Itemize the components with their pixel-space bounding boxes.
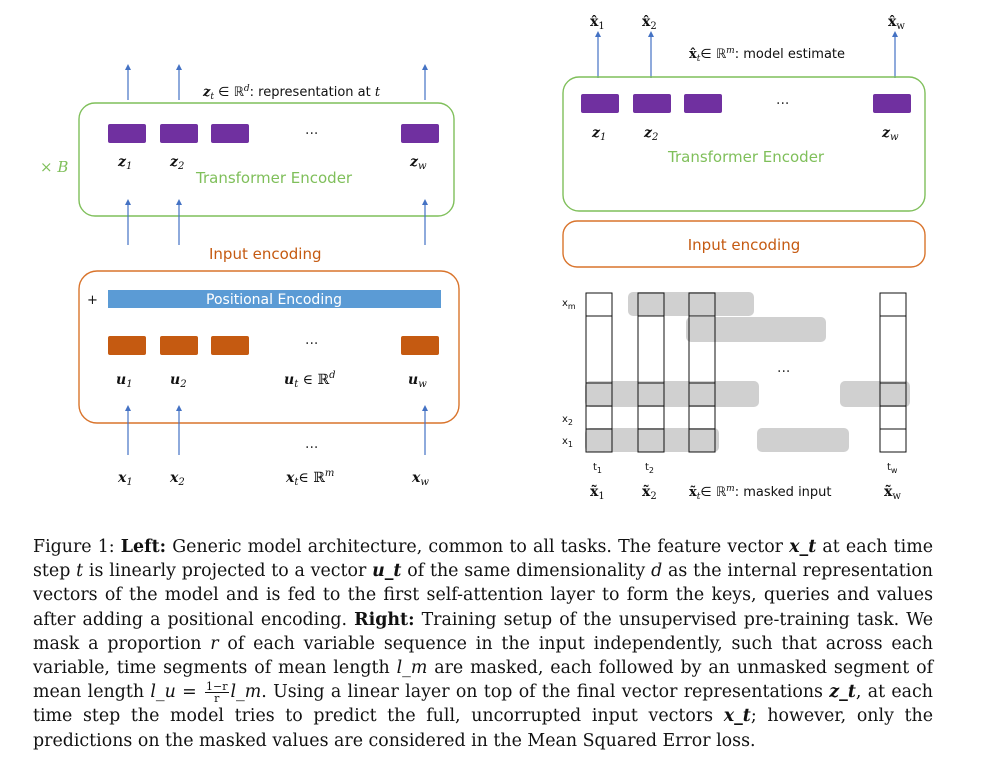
right-z-ellipsis: ··· — [776, 96, 789, 112]
right-panel: x̂1 x̂2 x̂w x̂t∈ ℝm: model estimate ··· … — [562, 14, 926, 502]
left-encoder-input-arrows — [125, 199, 428, 245]
caption-text: ; however, only the predictions on the m… — [33, 706, 933, 751]
positional-encoding-bar — [108, 290, 441, 308]
left-input-box — [78, 270, 460, 424]
left-encoder-box — [78, 102, 455, 217]
caption-math: t — [76, 561, 84, 582]
time-label-t2: t2 — [645, 462, 654, 475]
left-u-block-2 — [160, 336, 198, 355]
fraction-numerator: 1−r — [205, 680, 229, 694]
right-xtildew-label: x̃w — [884, 483, 901, 502]
left-z-block-1 — [108, 124, 146, 143]
caption-math: d — [651, 561, 663, 582]
caption-math: r — [210, 633, 219, 654]
right-xhatw-label: x̂w — [888, 14, 905, 32]
left-xw-label: xw — [411, 470, 429, 488]
positional-encoding-label: Positional Encoding — [206, 292, 342, 308]
caption-math: u_t — [372, 561, 402, 582]
left-x1-label: x1 — [117, 470, 133, 488]
caption-math: l_m — [230, 682, 262, 703]
left-output-arrows — [125, 64, 428, 100]
left-z1-label: z1 — [117, 154, 132, 172]
left-label: Left: — [120, 537, 167, 557]
fraction: 1−r r — [205, 680, 229, 706]
var-label-x2: x2 — [562, 414, 573, 427]
right-label: Right: — [354, 609, 415, 630]
right-input-encoding-label: Input encoding — [688, 236, 801, 254]
left-x-ellipsis: ··· — [305, 440, 318, 456]
right-xtilde2-label: x̃2 — [642, 483, 657, 502]
grid-ellipsis: ··· — [777, 364, 790, 380]
var-label-x1: x1 — [562, 436, 573, 449]
caption-text: Training setup of the unsupervised pre-t… — [33, 609, 933, 654]
right-z2-label: z2 — [643, 125, 658, 143]
time-label-t1: t1 — [593, 462, 602, 475]
right-encoder-box — [562, 76, 926, 212]
right-xtilde1-label: x̃1 — [590, 483, 605, 502]
left-encoder-title: Transformer Encoder — [195, 169, 353, 187]
time-label-tw: tw — [887, 462, 898, 475]
figure-caption: Figure 1: Left: Generic model architectu… — [33, 535, 933, 753]
caption-text: Generic model architecture, common to al… — [172, 537, 790, 557]
caption-text: as the internal representation vectors o… — [33, 561, 933, 630]
caption-text: of each variable sequence in the input i… — [33, 633, 933, 679]
var-label-xm: xm — [562, 298, 576, 311]
caption-math: z_t — [829, 682, 856, 703]
right-xhat1-label: x̂1 — [590, 14, 605, 32]
left-u2-label: u2 — [170, 372, 187, 390]
figure-label: Figure 1: — [33, 537, 115, 557]
right-input-box — [562, 220, 926, 268]
right-zw-label: zw — [881, 125, 899, 143]
right-z-block-3 — [684, 94, 722, 113]
left-z2-label: z2 — [169, 154, 184, 172]
left-z-block-3 — [211, 124, 249, 143]
left-z-annotation: zt ∈ ℝd: representation at t — [202, 84, 381, 102]
right-z-block-1 — [581, 94, 619, 113]
caption-math: l_u = — [150, 682, 204, 703]
left-uw-label: uw — [408, 372, 427, 390]
caption-text: . Using a linear layer on top of the fin… — [261, 682, 830, 703]
left-panel: zt ∈ ℝd: representation at t × B ··· z1 … — [40, 64, 460, 488]
left-ut-label: ut ∈ ℝd — [284, 370, 336, 390]
right-z1-label: z1 — [591, 125, 606, 143]
right-output-arrows — [595, 31, 898, 78]
left-x-arrows — [125, 405, 428, 455]
caption-text: , at each time step the model tries to p… — [33, 682, 933, 727]
right-xhat2-label: x̂2 — [642, 14, 657, 32]
left-u-block-3 — [211, 336, 249, 355]
left-input-encoding-label: Input encoding — [209, 245, 322, 263]
left-u-ellipsis: ··· — [305, 336, 318, 352]
fraction-denominator: r — [214, 692, 220, 706]
plus-sign: + — [87, 293, 98, 308]
left-u1-label: u1 — [116, 372, 133, 390]
repeat-label: × B — [40, 158, 68, 176]
left-zw-label: zw — [409, 154, 427, 172]
left-x2-label: x2 — [169, 470, 185, 488]
caption-text: is linearly projected to a vector — [83, 561, 373, 582]
figure-diagram: zt ∈ ℝd: representation at t × B ··· z1 … — [40, 14, 926, 502]
right-z-block-2 — [633, 94, 671, 113]
caption-math: x_t — [723, 706, 751, 727]
left-u-block-w — [401, 336, 439, 355]
right-z-block-w — [873, 94, 911, 113]
mask-segments — [585, 292, 910, 452]
time-columns — [585, 292, 907, 453]
caption-text: of the same dimensionality — [401, 561, 652, 582]
left-xt-label: xt∈ ℝm — [285, 468, 334, 488]
left-z-ellipsis: ··· — [305, 126, 318, 142]
right-xhat-annotation: x̂t∈ ℝm: model estimate — [689, 46, 845, 64]
left-u-block-1 — [108, 336, 146, 355]
caption-math: x_t — [789, 537, 817, 557]
right-encoder-title: Transformer Encoder — [667, 148, 825, 166]
caption-math: l_m — [396, 658, 428, 679]
right-xtildet-label: x̃t∈ ℝm: masked input — [689, 484, 832, 502]
caption-text: are masked, each followed by an unmasked… — [33, 658, 934, 703]
left-z-block-w — [401, 124, 439, 143]
left-z-block-2 — [160, 124, 198, 143]
caption-text: at each time step — [33, 537, 933, 582]
